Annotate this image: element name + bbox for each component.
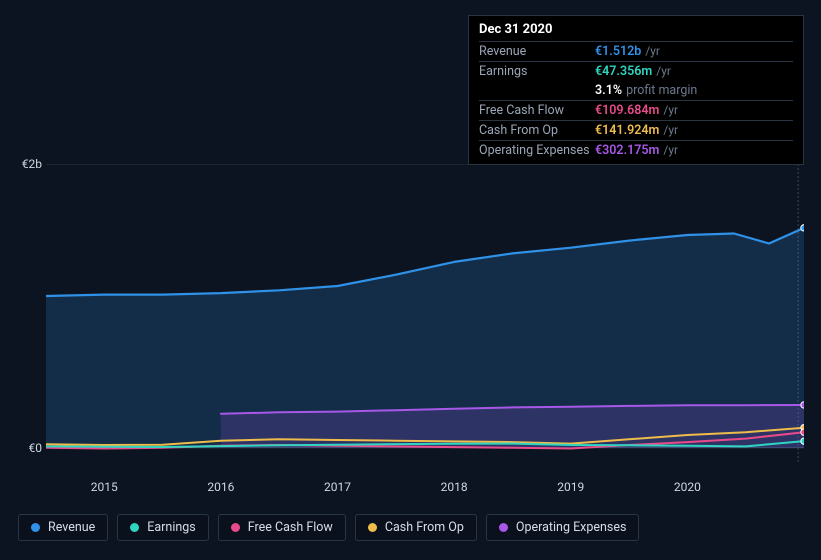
tooltip-suffix: /yr [645,44,660,58]
series-marker-earnings [801,438,804,444]
tooltip-label: Cash From Op [479,123,595,138]
chart-tooltip: Dec 31 2020 Revenue€1.512b/yrEarnings€47… [468,15,804,165]
tooltip-subrow: .3.1%profit margin [479,81,793,100]
tooltip-label: Operating Expenses [479,143,595,158]
tooltip-suffix: /yr [663,103,678,117]
legend-dot-icon [499,523,508,532]
tooltip-label: Revenue [479,44,595,59]
legend-label: Revenue [48,520,95,535]
x-axis-label: 2016 [207,480,234,494]
tooltip-value: €109.684m [595,103,659,118]
tooltip-row: Free Cash Flow€109.684m/yr [479,100,793,120]
tooltip-date: Dec 31 2020 [479,22,793,41]
tooltip-label: Free Cash Flow [479,103,595,118]
tooltip-row: Operating Expenses€302.175m/yr [479,140,793,160]
x-axis-label: 2018 [441,480,468,494]
legend-label: Earnings [147,520,195,535]
legend-dot-icon [231,523,240,532]
legend-dot-icon [31,523,40,532]
y-axis-label: €2b [22,157,42,171]
chart-legend: Revenue Earnings Free Cash Flow Cash From O… [18,514,639,541]
series-marker-revenue [801,225,804,231]
tooltip-value: €1.512b [595,44,641,59]
tooltip-suffix: /yr [663,143,678,157]
x-axis-label: 2017 [324,480,351,494]
tooltip-suffix: /yr [656,64,671,78]
series-marker-fcf [801,429,804,435]
legend-item-cashop[interactable]: Cash From Op [355,514,477,541]
tooltip-row: Cash From Op€141.924m/yr [479,120,793,140]
x-axis-label: 2015 [91,480,118,494]
x-axis-label: 2019 [557,480,584,494]
legend-dot-icon [368,523,377,532]
profit-margin-label: profit margin [626,83,697,98]
series-marker-opexp [801,402,804,408]
x-axis-labels: 2015 2016 2017 2018 2019 2020 [46,480,804,500]
chart-area[interactable]: €0 €2b 2015 2016 2017 2018 2019 2020 [0,150,821,495]
y-axis-label: €0 [29,441,43,455]
legend-item-opexp[interactable]: Operating Expenses [486,514,640,541]
legend-label: Free Cash Flow [248,520,333,535]
legend-label: Cash From Op [385,520,464,535]
tooltip-row: Earnings€47.356m/yr [479,61,793,81]
legend-dot-icon [130,523,139,532]
tooltip-label: Earnings [479,64,595,79]
tooltip-value: €302.175m [595,143,659,158]
legend-item-revenue[interactable]: Revenue [18,514,108,541]
tooltip-value: €47.356m [595,64,652,79]
x-axis-label: 2020 [674,480,701,494]
tooltip-row: Revenue€1.512b/yr [479,41,793,61]
legend-item-earnings[interactable]: Earnings [117,514,208,541]
tooltip-suffix: /yr [663,123,678,137]
tooltip-value: €141.924m [595,123,659,138]
plot-area[interactable] [46,164,804,462]
legend-label: Operating Expenses [516,520,627,535]
profit-margin-value: 3.1% [595,83,622,98]
legend-item-fcf[interactable]: Free Cash Flow [218,514,346,541]
